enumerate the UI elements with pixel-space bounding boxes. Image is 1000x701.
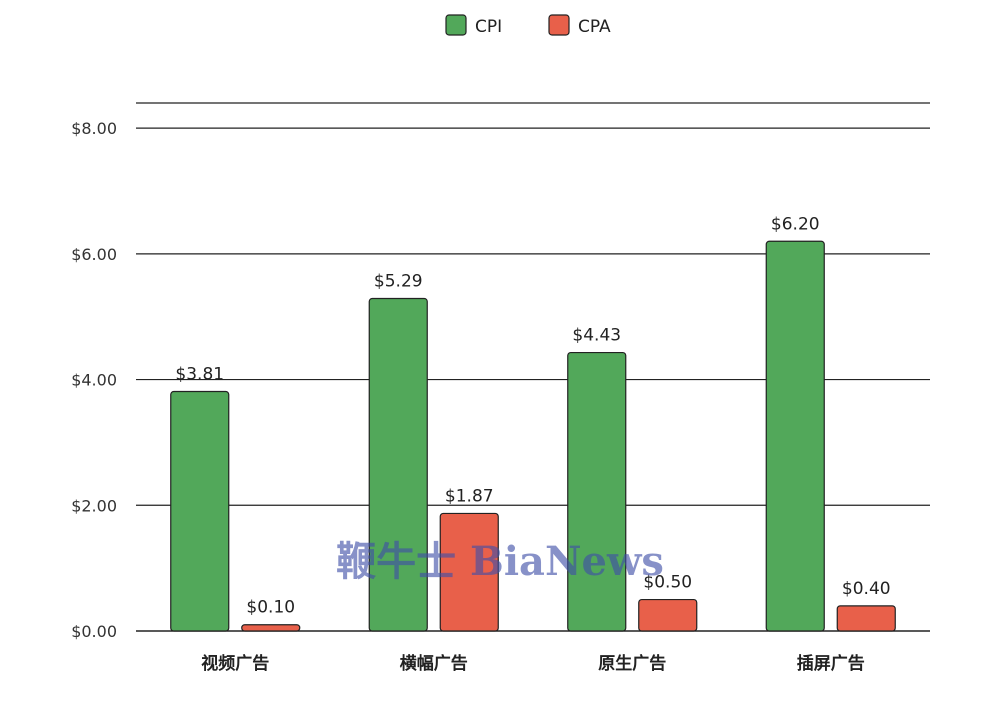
data-label: $1.87: [445, 486, 494, 506]
watermark: 鞭牛士 BiaNews: [336, 538, 664, 585]
y-tick-label: $6.00: [71, 245, 117, 264]
y-axis-tick-labels: $0.00 $2.00 $4.00 $6.00 $8.00: [71, 119, 117, 641]
data-label: $4.43: [572, 326, 621, 346]
bar-cpi: [765, 240, 825, 632]
data-labels: $3.81 $0.10 $5.29 $1.87 $4.43 $0.50 $6.20 $0.40: [175, 214, 890, 617]
bar-cpi: [567, 351, 627, 632]
data-label: $3.81: [175, 365, 224, 385]
y-tick-label: $4.00: [71, 371, 117, 390]
x-category-label: 横幅广告: [400, 653, 468, 674]
bar-cpi: [170, 390, 230, 632]
legend-swatch-cpa: [548, 14, 570, 36]
y-tick-label: $0.00: [71, 622, 117, 641]
data-label: $0.10: [246, 598, 295, 618]
legend-label-cpi: CPI: [475, 17, 502, 37]
bars: [170, 240, 896, 632]
bar-cpa: [439, 512, 499, 632]
legend-label-cpa: CPA: [578, 17, 611, 37]
watermark-text: 鞭牛士 BiaNews: [336, 538, 664, 585]
x-category-label: 视频广告: [201, 653, 269, 674]
data-label: $0.50: [643, 573, 692, 593]
y-tick-label: $2.00: [71, 496, 117, 515]
x-axis-category-labels: 视频广告 横幅广告 原生广告 插屏广告: [201, 653, 865, 674]
legend-swatch-cpi: [445, 14, 467, 36]
x-category-label: 插屏广告: [797, 653, 865, 674]
data-label: $6.20: [771, 214, 820, 234]
data-label: $0.40: [842, 579, 891, 599]
legend: CPI CPA: [445, 14, 611, 37]
x-category-label: 原生广告: [598, 653, 666, 674]
bar-cpa: [836, 605, 896, 632]
bar-cpa: [241, 624, 301, 632]
y-tick-label: $8.00: [71, 119, 117, 138]
bar-cpa: [638, 598, 698, 632]
bar-cpi: [368, 297, 428, 632]
data-label: $5.29: [374, 271, 423, 291]
